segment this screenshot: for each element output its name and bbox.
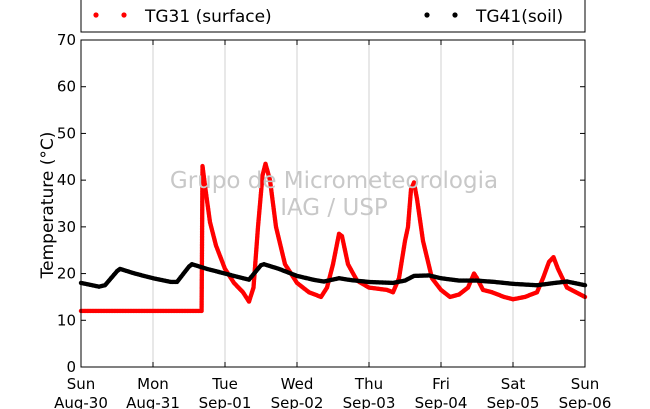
x-tick-label-date: Aug-30 bbox=[54, 394, 108, 409]
legend-box bbox=[80, 0, 586, 33]
x-tick-label-day: Sat bbox=[501, 375, 526, 393]
watermark-line-2: IAG / USP bbox=[280, 195, 388, 221]
plot-frame bbox=[80, 39, 586, 368]
y-tick-label: 10 bbox=[57, 311, 76, 329]
y-tick-label: 50 bbox=[57, 124, 76, 142]
y-axis-label: Temperature (°C) bbox=[38, 132, 58, 280]
legend: TG31 (surface) TG41(soil) bbox=[80, 0, 586, 33]
x-tick-label-day: Wed bbox=[281, 375, 314, 393]
x-tick-label-date: Aug-31 bbox=[126, 394, 180, 409]
x-tick-label-date: Sep-06 bbox=[559, 394, 612, 409]
y-tick-label: 70 bbox=[57, 31, 76, 49]
x-axis: SunAug-30MonAug-31TueSep-01WedSep-02ThuS… bbox=[54, 40, 611, 409]
y-tick-label: 40 bbox=[57, 171, 76, 189]
watermark-line-1: Grupo de Micrometeorologia bbox=[170, 168, 498, 194]
x-tick-label-day: Tue bbox=[211, 375, 238, 393]
y-tick-label: 30 bbox=[57, 218, 76, 236]
y-tick-label: 60 bbox=[57, 78, 76, 96]
x-tick-label-date: Sep-05 bbox=[487, 394, 540, 409]
legend-label-tg31: TG31 (surface) bbox=[144, 7, 272, 27]
x-tick-label-day: Sun bbox=[67, 375, 96, 393]
legend-label-tg41: TG41(soil) bbox=[475, 7, 563, 27]
x-tick-label-date: Sep-04 bbox=[415, 394, 468, 409]
legend-marker-tg31-a bbox=[93, 12, 99, 18]
series-tg41-soil bbox=[78, 262, 588, 289]
legend-marker-tg31-b bbox=[121, 12, 127, 18]
y-tick-label: 20 bbox=[57, 265, 76, 283]
data-series bbox=[78, 161, 588, 314]
x-tick-label-day: Thu bbox=[354, 375, 383, 393]
x-tick-label-date: Sep-02 bbox=[271, 394, 324, 409]
y-axis: 0 10 20 30 40 50 60 70 bbox=[57, 31, 585, 376]
y-tick-label: 0 bbox=[66, 358, 76, 376]
x-tick-label-day: Mon bbox=[137, 375, 169, 393]
legend-marker-tg41-a bbox=[424, 12, 430, 18]
x-tick-label-date: Sep-03 bbox=[343, 394, 396, 409]
x-tick-label-date: Sep-01 bbox=[199, 394, 252, 409]
x-tick-label-day: Fri bbox=[432, 375, 450, 393]
legend-marker-tg41-b bbox=[452, 12, 458, 18]
x-tick-label-day: Sun bbox=[571, 375, 600, 393]
